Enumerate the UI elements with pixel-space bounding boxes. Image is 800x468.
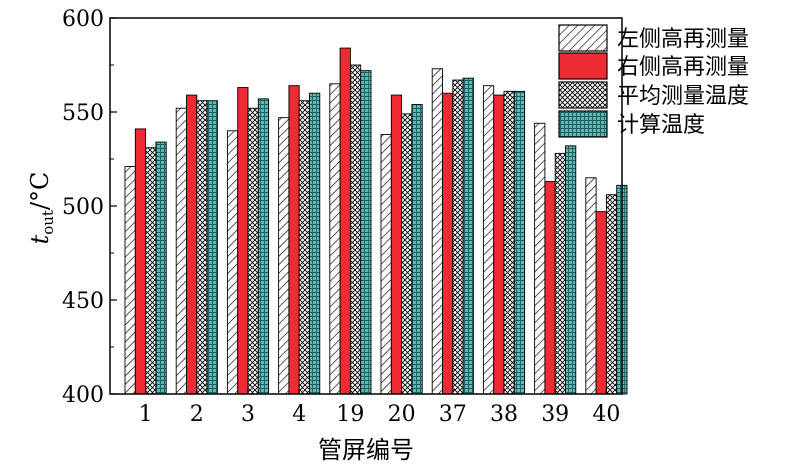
legend-swatch-2 [558,81,608,109]
y-tick-label-450: 450 [62,289,104,314]
bar-2-series-2 [196,100,208,395]
bar-39-series-3 [565,145,577,395]
y-tick-label-400: 400 [62,383,104,408]
bar-1-series-0 [124,166,136,395]
legend-swatch-3 [558,110,608,138]
bar-40-series-2 [605,194,618,395]
x-tick-label-1: 1 [139,402,153,427]
legend-label-3: 计算温度 [617,113,705,138]
bar-19-series-0 [329,83,341,395]
x-tick-label-37: 37 [439,402,467,427]
bar-38-series-1 [493,94,505,395]
x-tick-label-4: 4 [292,402,306,427]
bar-1-series-1 [134,128,147,395]
bar-19-series-1 [339,47,351,395]
y-axis-label-unit: /°C [26,172,54,210]
bars-layer [124,47,628,395]
y-axis-label: tout/°C [26,172,57,245]
bar-37-series-0 [431,68,443,395]
bar-40-series-0 [585,177,597,395]
legend: 左侧高再测量 右侧高再测量 平均测量温度 计算温度 [558,24,749,138]
bar-37-series-3 [462,77,474,395]
bar-37-series-1 [442,92,454,395]
bar-20-series-1 [390,94,403,395]
bar-1-series-2 [145,147,157,395]
bar-2-series-0 [175,107,187,395]
y-tick-label-500: 500 [62,195,104,220]
bar-3-series-2 [247,107,259,395]
x-axis-label: 管屏编号 [318,436,414,464]
y-tick-label-550: 550 [62,101,104,126]
bar-37-series-2 [452,79,464,395]
bar-20-series-3 [411,104,423,395]
bar-20-series-0 [380,134,392,395]
y-axis-label-sub: out [39,210,57,235]
bar-40-series-1 [595,211,607,395]
x-tick-label-3: 3 [241,402,255,427]
legend-label-1: 右侧高再测量 [617,55,749,80]
bar-39-series-1 [544,181,556,395]
bar-3-series-1 [237,87,249,395]
bar-2-series-3 [206,100,218,395]
x-tick-label-39: 39 [541,402,569,427]
y-tick-label-600: 600 [62,7,104,32]
x-tick-label-2: 2 [190,402,204,427]
x-tick-label-19: 19 [336,402,364,427]
bar-4-series-0 [278,117,290,395]
legend-label-2: 平均测量温度 [617,84,749,109]
bar-19-series-3 [360,70,372,395]
x-tick-label-38: 38 [490,402,518,427]
bar-20-series-2 [401,113,413,395]
bar-4-series-3 [309,92,321,395]
bar-3-series-0 [226,130,239,395]
bar-2-series-1 [186,94,198,395]
legend-swatch-1 [558,52,608,80]
bar-38-series-3 [513,90,526,395]
legend-swatch-0 [558,24,608,52]
bar-4-series-1 [288,85,300,395]
bar-3-series-3 [257,98,270,395]
axes-layer: 1 2 3 4 19 20 37 38 39 40 400 450 500 550 600 [62,7,623,427]
bar-38-series-2 [503,90,515,395]
bar-38-series-0 [482,85,495,395]
bar-39-series-0 [534,122,546,395]
y-axis-label-main: t [26,234,54,244]
bar-4-series-2 [298,100,310,395]
bar-39-series-2 [554,152,566,395]
bar-1-series-3 [155,141,167,395]
legend-label-0: 左侧高再测量 [617,27,749,52]
bar-19-series-2 [349,64,362,395]
x-tick-label-20: 20 [388,402,416,427]
x-tick-label-40: 40 [592,402,620,427]
